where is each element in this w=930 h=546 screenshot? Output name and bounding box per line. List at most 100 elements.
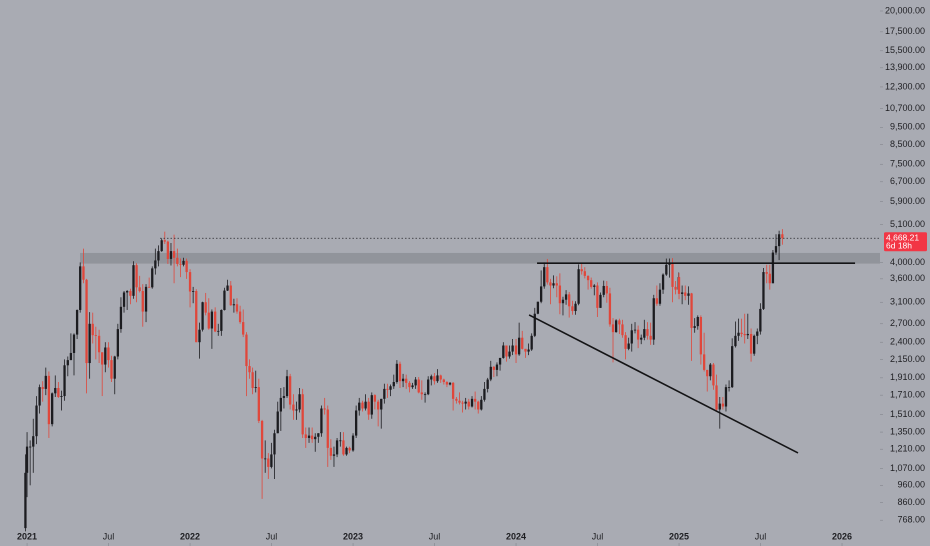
candle-body: [317, 433, 320, 437]
candle-body: [329, 447, 333, 456]
candle-body: [69, 352, 73, 361]
candle-body: [721, 403, 725, 407]
candle-body: [101, 352, 104, 365]
candle-body: [636, 329, 640, 340]
candle-body: [154, 260, 157, 269]
candle-body: [527, 349, 530, 352]
candle-body: [477, 401, 480, 410]
y-tick-label: 12,300.00: [885, 81, 925, 91]
candle-body: [445, 382, 449, 385]
candle-body: [285, 376, 289, 397]
candle-body: [304, 434, 307, 438]
x-tick-label: 2021: [17, 531, 37, 541]
candle-body: [204, 302, 207, 313]
candle-body: [640, 337, 643, 340]
candle-body: [201, 302, 204, 330]
candle-body: [517, 337, 521, 355]
candle-body: [533, 313, 536, 336]
trend-line: [528, 314, 799, 454]
candle-body: [586, 275, 590, 281]
candle-body: [110, 360, 113, 379]
candle-body: [508, 351, 511, 357]
candle-body: [521, 337, 524, 349]
candle-body: [38, 387, 41, 406]
candle-body: [339, 440, 342, 442]
candle-body: [364, 401, 367, 409]
candle-body: [79, 266, 82, 310]
candle-body: [753, 335, 756, 354]
x-tick-label: Jul: [429, 531, 441, 541]
y-tick-label: 13,900.00: [885, 62, 925, 72]
candle-body: [759, 308, 762, 332]
candle-body: [351, 435, 355, 451]
candle-body: [495, 364, 499, 370]
candle-body: [430, 376, 433, 380]
candle-body: [264, 458, 267, 460]
candle-body: [536, 301, 540, 314]
candle-body: [590, 280, 593, 287]
candle-body: [223, 290, 226, 310]
candle-body: [229, 285, 232, 306]
candle-body: [458, 400, 461, 403]
y-tick-label: 1,910.00: [890, 372, 925, 382]
candle-body: [568, 294, 571, 307]
candle-body: [292, 404, 295, 411]
y-tick-label: 15,500.00: [885, 45, 925, 55]
candle-body: [498, 357, 502, 365]
candle-body: [712, 364, 715, 386]
y-tick-label: 1,710.00: [890, 390, 925, 400]
candle-body: [25, 446, 29, 473]
candle-body: [771, 252, 775, 284]
x-tick-label: Jul: [755, 531, 767, 541]
candle-body: [358, 402, 361, 411]
candle-body: [335, 440, 339, 455]
candle-body: [420, 392, 423, 395]
y-tick-label: 768.00: [897, 515, 925, 525]
candle-body: [558, 285, 562, 304]
candle-body: [279, 397, 282, 412]
candle-body: [354, 410, 358, 436]
candle-body: [373, 395, 377, 402]
candle-body: [326, 409, 329, 448]
candle-body: [546, 267, 549, 283]
candle-body: [185, 260, 188, 273]
candle-body: [314, 436, 317, 440]
candle-body: [608, 293, 612, 325]
candle-body: [665, 264, 668, 275]
candle-body: [392, 382, 395, 387]
candle-body: [524, 348, 527, 352]
candle-body: [376, 401, 380, 410]
candle-body: [251, 372, 254, 389]
candle-body: [288, 376, 292, 405]
candle-body: [552, 283, 555, 286]
candle-body: [166, 241, 170, 259]
candle-body: [214, 311, 217, 332]
candle-body: [731, 346, 734, 388]
candle-body: [436, 375, 439, 382]
candle-body: [448, 382, 452, 385]
candle-body: [125, 291, 129, 293]
candle-body: [310, 435, 314, 440]
y-tick-label: 4,000.00: [890, 257, 925, 267]
candle-body: [345, 447, 348, 455]
candle-body: [94, 335, 97, 336]
candle-body: [66, 360, 69, 366]
candle-body: [618, 320, 621, 325]
y-tick-label: 2,700.00: [890, 318, 925, 328]
candle-body: [539, 286, 543, 302]
candle-body: [611, 324, 615, 333]
candle-body: [624, 335, 627, 349]
y-tick-label: 1,510.00: [890, 409, 925, 419]
candle-body: [674, 286, 677, 290]
candle-body: [295, 409, 298, 411]
candle-body: [408, 382, 411, 388]
y-tick-label: 1,070.00: [890, 463, 925, 473]
candle-body: [543, 267, 546, 287]
candle-body: [398, 363, 402, 382]
y-tick-label: 8,500.00: [890, 139, 925, 149]
last-price-tag: [884, 232, 927, 252]
candle-body: [298, 394, 301, 410]
candle-body: [119, 306, 123, 330]
